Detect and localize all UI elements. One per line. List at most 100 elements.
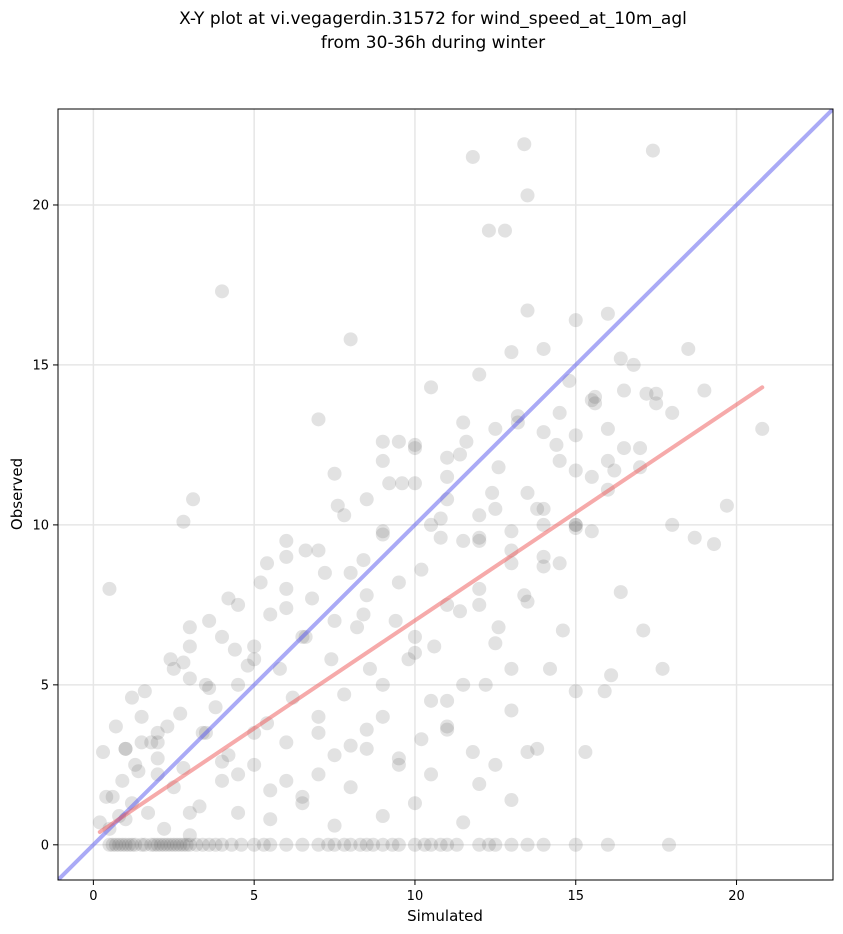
data-point (665, 517, 680, 532)
data-point (260, 556, 275, 571)
data-point (530, 501, 545, 516)
data-point (263, 837, 278, 852)
data-point (247, 837, 262, 852)
y-tick-label: 5 (41, 678, 49, 693)
data-point (649, 396, 664, 411)
data-point (105, 789, 120, 804)
data-point (600, 306, 615, 321)
data-point (362, 661, 377, 676)
data-point (481, 837, 496, 852)
data-point (321, 837, 336, 852)
data-point (215, 837, 230, 852)
data-point (182, 671, 197, 686)
data-point (600, 453, 615, 468)
data-point (472, 530, 487, 545)
data-point (520, 837, 535, 852)
data-point (568, 521, 583, 536)
data-point (141, 805, 156, 820)
data-point (465, 149, 480, 164)
data-point (491, 460, 506, 475)
data-point (584, 393, 599, 408)
data-point (433, 530, 448, 545)
data-point (478, 677, 493, 692)
data-point (488, 757, 503, 772)
data-point (520, 485, 535, 500)
data-point (517, 137, 532, 152)
y-tick-label: 20 (32, 198, 49, 213)
data-point (153, 837, 168, 852)
data-point (391, 757, 406, 772)
data-point (311, 725, 326, 740)
data-point (407, 437, 422, 452)
data-point (215, 629, 230, 644)
data-point (568, 313, 583, 328)
data-point (449, 837, 464, 852)
data-point (395, 476, 410, 491)
data-point (102, 837, 117, 852)
data-point (536, 559, 551, 574)
data-point (317, 565, 332, 580)
data-point (433, 511, 448, 526)
data-point (607, 463, 622, 478)
data-point (424, 767, 439, 782)
data-point (215, 284, 230, 299)
x-axis-label: Simulated (407, 907, 483, 925)
data-point (536, 517, 551, 532)
data-point (253, 575, 268, 590)
data-point (597, 684, 612, 699)
data-point (440, 837, 455, 852)
data-point (134, 735, 149, 750)
data-point (311, 412, 326, 427)
data-point (195, 837, 210, 852)
data-point (407, 645, 422, 660)
data-point (472, 777, 487, 792)
data-point (263, 812, 278, 827)
data-point (195, 725, 210, 740)
data-point (108, 837, 123, 852)
y-axis-label: Observed (8, 458, 26, 530)
data-point (330, 498, 345, 513)
data-point (497, 223, 512, 238)
data-point (131, 764, 146, 779)
data-point (279, 533, 294, 548)
data-point (221, 748, 236, 763)
data-point (504, 793, 519, 808)
data-point (755, 421, 770, 436)
data-point (536, 501, 551, 516)
chart-title-line-1: X-Y plot at vi.vegagerdin.31572 for wind… (179, 9, 687, 29)
data-point (488, 421, 503, 436)
data-point (176, 655, 191, 670)
data-point (388, 613, 403, 628)
data-point (655, 661, 670, 676)
data-point (504, 703, 519, 718)
data-point (124, 690, 139, 705)
x-tick-label: 20 (728, 889, 745, 904)
data-point (391, 434, 406, 449)
data-point (456, 415, 471, 430)
data-point (382, 476, 397, 491)
data-point (350, 620, 365, 635)
data-point (327, 837, 342, 852)
data-point (504, 837, 519, 852)
data-point (665, 405, 680, 420)
data-point (552, 556, 567, 571)
data-point (279, 581, 294, 596)
data-point (407, 476, 422, 491)
data-point (433, 837, 448, 852)
data-point (215, 773, 230, 788)
data-point (215, 754, 230, 769)
data-point (247, 639, 262, 654)
data-point (568, 837, 583, 852)
data-point (327, 466, 342, 481)
data-point (182, 837, 197, 852)
data-point (182, 620, 197, 635)
data-point (353, 837, 368, 852)
data-point (588, 396, 603, 411)
data-point (337, 508, 352, 523)
data-point (144, 837, 159, 852)
x-tick-label: 15 (567, 889, 584, 904)
data-point (472, 837, 487, 852)
data-point (568, 684, 583, 699)
data-point (186, 492, 201, 507)
data-point (407, 796, 422, 811)
